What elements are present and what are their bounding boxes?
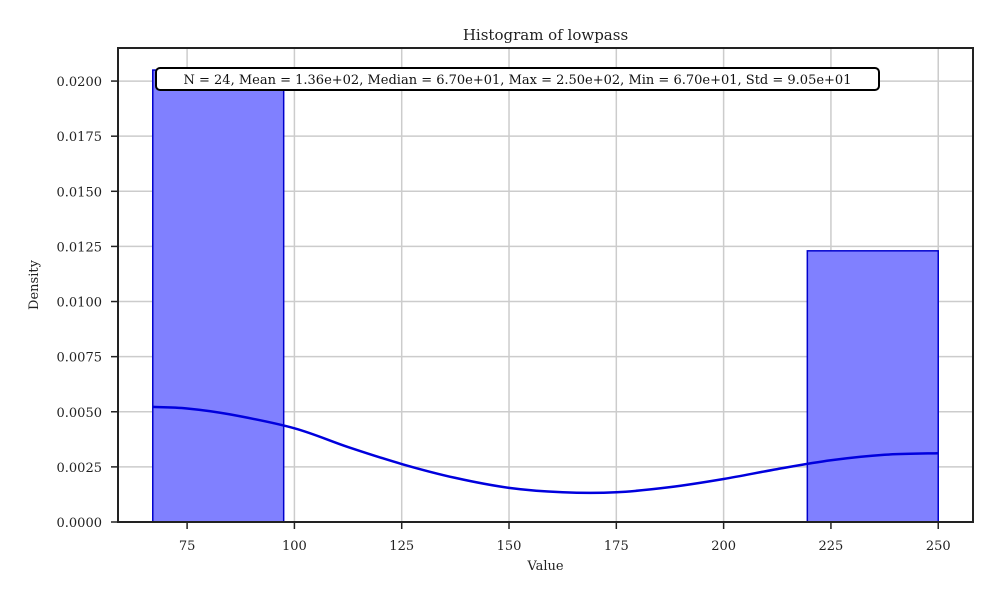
y-tick-label-5: 0.0125 xyxy=(57,240,103,255)
y-tick-label-8: 0.0200 xyxy=(57,75,103,90)
kde-curve-group xyxy=(152,405,939,495)
y-tick-label-2: 0.0050 xyxy=(57,406,103,421)
x-tick-label-6: 225 xyxy=(819,539,844,554)
plot-frame xyxy=(117,47,974,523)
y-tick-label-3: 0.0075 xyxy=(57,351,103,366)
histogram-bars xyxy=(152,69,939,523)
stats-annotation-text: N = 24, Mean = 1.36e+02, Median = 6.70e+… xyxy=(184,73,852,88)
y-tick-label-1: 0.0025 xyxy=(57,461,103,476)
histogram-bar-5 xyxy=(806,250,939,523)
x-tick-label-7: 250 xyxy=(926,539,951,554)
kde-line xyxy=(152,405,939,495)
x-tick-label-0: 75 xyxy=(179,539,196,554)
stats-annotation: N = 24, Mean = 1.36e+02, Median = 6.70e+… xyxy=(155,67,880,91)
chart-title: Histogram of lowpass xyxy=(463,26,628,44)
x-tick-label-3: 150 xyxy=(497,539,522,554)
y-tick-label-4: 0.0100 xyxy=(57,296,103,311)
ticks: 75 100 125 150 175 200 225 250 0.0000 0.0025 0.005… xyxy=(57,75,951,554)
x-tick-label-1: 100 xyxy=(282,539,307,554)
x-tick-label-5: 200 xyxy=(711,539,736,554)
y-tick-label-6: 0.0150 xyxy=(57,185,103,200)
y-tick-label-7: 0.0175 xyxy=(57,130,103,145)
stats-annotation-box xyxy=(155,67,880,91)
axes xyxy=(117,47,974,523)
x-tick-label-2: 125 xyxy=(389,539,414,554)
y-axis-label: Density xyxy=(27,259,42,310)
histogram-bar-0 xyxy=(152,69,285,523)
x-tick-label-4: 175 xyxy=(604,539,629,554)
x-axis-label: Value xyxy=(526,559,563,574)
y-tick-label-0: 0.0000 xyxy=(57,516,103,531)
